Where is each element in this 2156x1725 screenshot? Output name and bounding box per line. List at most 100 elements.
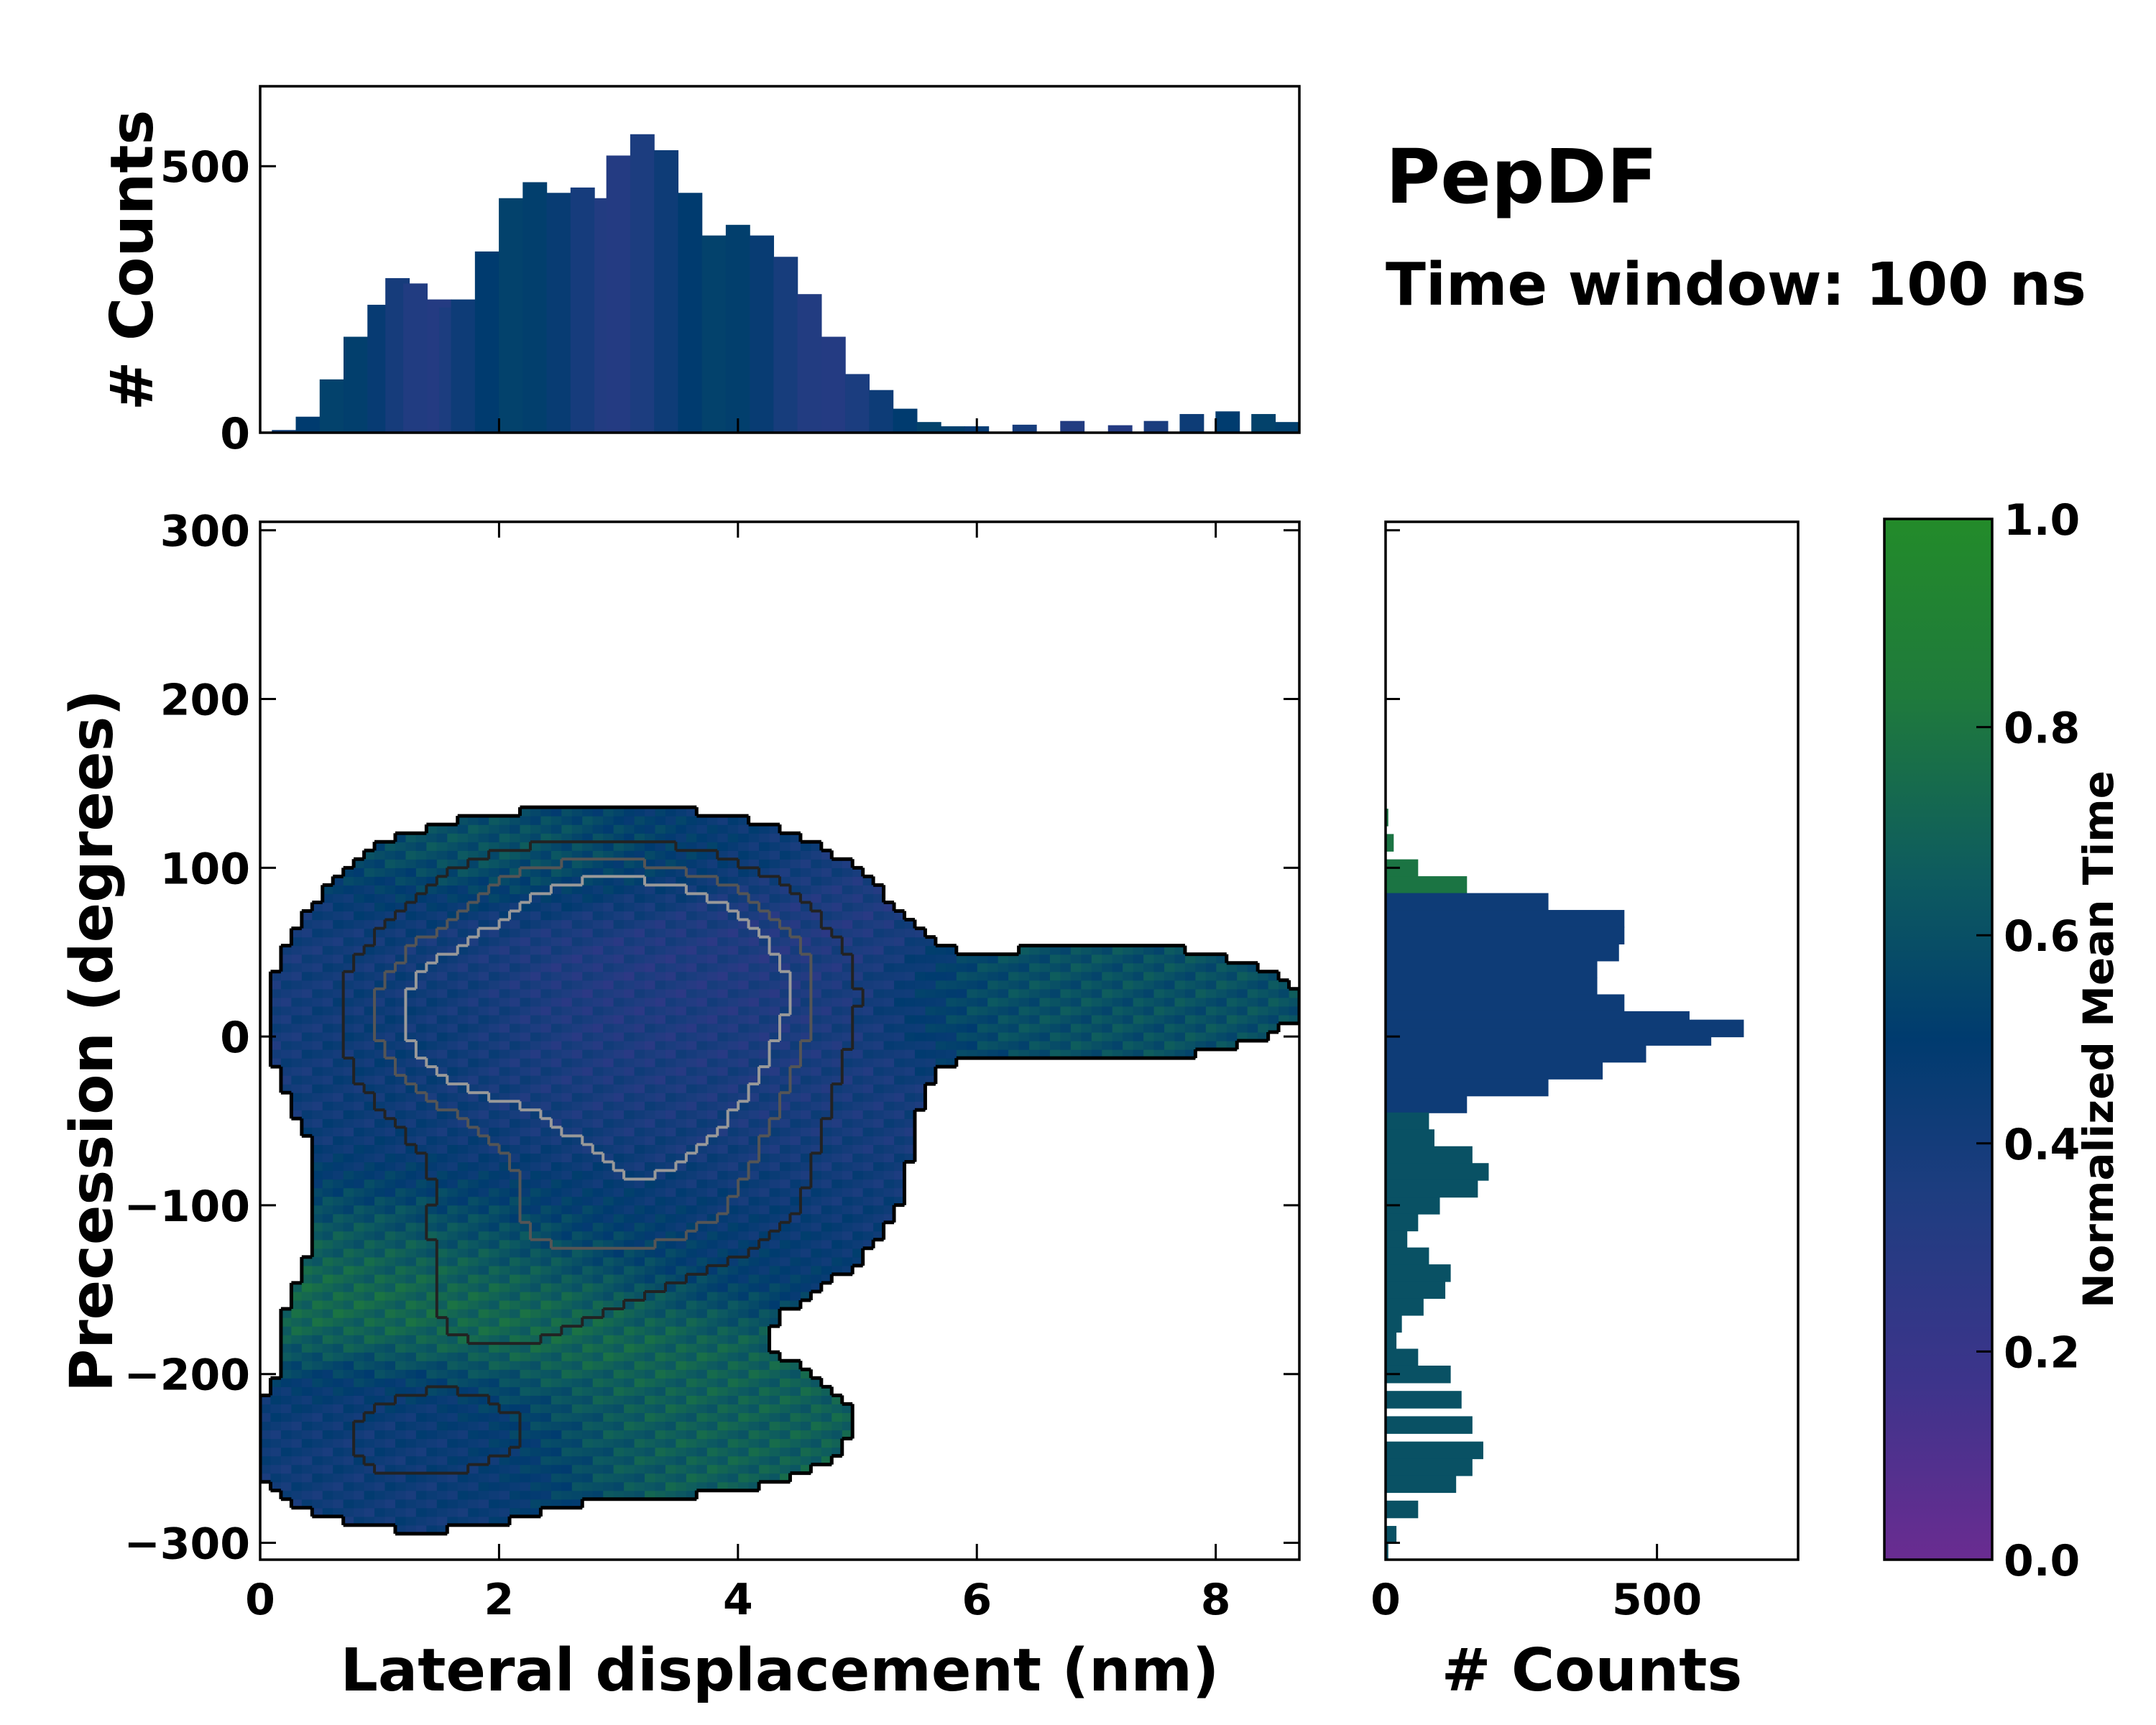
heatmap-cell [395,1317,407,1327]
heatmap-cell [530,1317,542,1327]
heatmap-cell [696,1222,708,1232]
heatmap-cell [727,1395,739,1404]
heatmap-cell [873,1162,885,1172]
heatmap-cell [343,1430,354,1440]
heatmap-cell [478,954,489,964]
heatmap-cell [280,988,292,998]
heatmap-cell [571,824,583,834]
heatmap-cell [343,902,354,912]
heatmap-cell [550,1187,562,1197]
heatmap-cell [561,885,573,895]
heatmap-cell [748,859,760,868]
heatmap-cell [354,1464,365,1474]
heatmap-cell [624,1153,635,1163]
heatmap-cell [457,1084,469,1093]
heatmap-cell [384,1127,396,1136]
heatmap-cell [426,1170,438,1180]
heatmap-cell [1164,1041,1176,1050]
heatmap-cell [769,1014,780,1024]
heatmap-cell [686,928,697,938]
heatmap-cell [468,893,479,903]
heatmap-cell [894,1031,906,1041]
heatmap-cell [592,1300,604,1310]
heatmap-cell [727,1404,739,1414]
heatmap-cell [852,1153,864,1163]
heatmap-cell [1029,1031,1041,1041]
heatmap-cell [280,1395,292,1404]
heatmap-cell [727,1378,739,1387]
heatmap-cell [395,945,407,955]
heatmap-cell [821,1395,832,1404]
heatmap-cell [1164,1031,1176,1041]
heatmap-cell [405,1516,417,1526]
heatmap-cell [436,1179,448,1189]
heatmap-cell [426,1464,438,1474]
heatmap-cell [520,945,531,955]
heatmap-cell [333,1507,344,1517]
heatmap-cell [852,937,864,947]
heatmap-cell [333,1222,344,1232]
heatmap-cell [322,1058,333,1067]
heatmap-cell [426,988,438,998]
heatmap-cell [550,1256,562,1266]
heatmap-cell [717,1239,729,1249]
heatmap-cell [873,1196,885,1206]
heatmap-cell [1153,997,1165,1007]
heatmap-cell [748,1282,760,1292]
heatmap-cell [426,1153,438,1163]
heatmap-cell [550,962,562,972]
top-histogram-bar [750,235,775,433]
heatmap-cell [717,1006,729,1016]
heatmap-cell [384,937,396,947]
heatmap-cell [613,816,625,825]
heatmap-cell [800,1378,811,1387]
heatmap-cell [343,919,354,929]
heatmap-cell [561,1213,573,1223]
heatmap-cell [925,1006,936,1016]
heatmap-cell [530,1352,542,1361]
heatmap-cell [634,842,645,851]
heatmap-cell [520,911,531,921]
heatmap-cell [780,1196,791,1206]
heatmap-cell [821,945,832,955]
heatmap-cell [384,1386,396,1396]
heatmap-cell [447,1352,459,1361]
heatmap-cell [395,1162,407,1172]
heatmap-cell [852,1118,864,1128]
heatmap-cell [1174,1041,1186,1050]
heatmap-cell [696,902,708,912]
heatmap-cell [738,1421,750,1431]
heatmap-cell [571,833,583,842]
heatmap-cell [613,859,625,868]
heatmap-cell [291,1110,303,1119]
heatmap-cell [333,1481,344,1491]
heatmap-cell [489,1516,500,1526]
heatmap-cell [343,1239,354,1249]
heatmap-cell [811,1153,822,1163]
heatmap-cell [457,928,469,938]
heatmap-cell [676,1369,687,1379]
heatmap-cell [883,928,895,938]
heatmap-cell [780,1404,791,1414]
heatmap-cell [354,1127,365,1136]
heatmap-cell [790,1239,801,1249]
heatmap-cell [706,1378,718,1387]
heatmap-cell [582,988,594,998]
heatmap-cell [987,1041,999,1050]
heatmap-cell [738,1386,750,1396]
heatmap-cell [561,1369,573,1379]
heatmap-cell [374,1386,386,1396]
heatmap-cell [436,1507,448,1517]
heatmap-cell [759,928,770,938]
heatmap-cell [696,962,708,972]
heatmap-cell [759,1369,770,1379]
heatmap-cell [468,1516,479,1526]
heatmap-cell [571,1326,583,1335]
heatmap-cell [1174,962,1186,972]
heatmap-cell [520,1481,531,1491]
heatmap-cell [426,885,438,895]
heatmap-cell [571,1309,583,1318]
heatmap-cell [364,1101,375,1110]
heatmap-cell [624,1248,635,1258]
